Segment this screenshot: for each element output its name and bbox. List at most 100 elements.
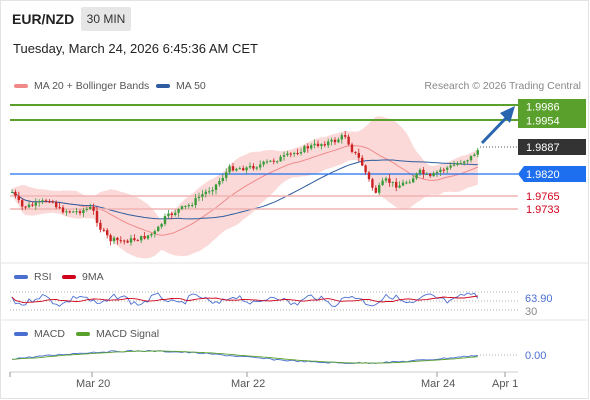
candle-body xyxy=(259,164,262,168)
candle-body xyxy=(194,198,197,206)
candle-body xyxy=(391,181,394,183)
legend-swatch xyxy=(14,275,28,279)
candle-body xyxy=(180,206,184,210)
candle-body xyxy=(378,185,381,193)
candle-body xyxy=(347,136,350,145)
candle-body xyxy=(459,163,462,165)
candle-body xyxy=(395,181,398,188)
level-label-2: 1.9954 xyxy=(518,113,586,128)
candle-body xyxy=(408,182,411,184)
candle-body xyxy=(269,160,272,162)
candle-body xyxy=(405,182,408,184)
candle-body xyxy=(476,150,479,155)
candle-body xyxy=(177,209,180,213)
candle-body xyxy=(225,172,228,178)
svg-text:1.9887: 1.9887 xyxy=(526,142,560,154)
candle-body xyxy=(388,178,391,183)
candle-body xyxy=(350,144,354,152)
candle-body xyxy=(109,235,112,242)
candle-body xyxy=(174,212,177,216)
candle-body xyxy=(129,238,133,243)
candle-body xyxy=(449,165,452,168)
x-tick-label: Mar 20 xyxy=(76,378,110,390)
svg-text:1.9986: 1.9986 xyxy=(526,102,560,114)
candle-body xyxy=(126,240,129,243)
rsi-level-label: 30 xyxy=(525,306,537,318)
legend-macd: MACD xyxy=(14,328,65,340)
candle-body xyxy=(265,161,269,163)
macd-value-label: 0.00 xyxy=(525,350,546,362)
candle-body xyxy=(51,201,54,203)
pivot-label: 1.9820 xyxy=(518,166,586,182)
candle-body xyxy=(146,235,150,239)
candle-body xyxy=(31,204,34,206)
rsi-value-label: 63.90 xyxy=(525,293,553,305)
legend-swatch xyxy=(14,84,28,88)
candle-body xyxy=(446,167,449,170)
candle-body xyxy=(361,157,364,166)
candle-body xyxy=(293,153,296,155)
candle-body xyxy=(27,204,31,208)
candle-body xyxy=(187,205,190,207)
legend-label: MACD xyxy=(34,328,65,340)
legend-label: MA 20 + Bollinger Bands xyxy=(34,80,150,92)
candle-body xyxy=(123,240,126,242)
candle-body xyxy=(58,207,61,209)
candle-body xyxy=(41,200,44,202)
support-label-2: 1.9733 xyxy=(526,204,560,216)
x-axis: Mar 20 Mar 22 Mar 24 Apr 1 xyxy=(9,372,518,390)
candle-body xyxy=(65,211,68,213)
candle-body xyxy=(133,238,136,241)
candle-body xyxy=(116,237,119,241)
candle-body xyxy=(235,168,238,171)
candle-body xyxy=(89,207,92,209)
bollinger-band xyxy=(12,116,478,259)
candle-body xyxy=(272,160,275,162)
candle-body xyxy=(442,169,445,171)
candle-body xyxy=(99,222,102,230)
candle-body xyxy=(44,200,48,202)
legend-rsi: RSI xyxy=(14,271,52,283)
legend-swatch xyxy=(62,275,76,279)
legend-swatch xyxy=(14,332,28,336)
candle-body xyxy=(303,146,306,153)
candle-body xyxy=(160,223,163,227)
candle-body xyxy=(17,195,20,201)
candle-body xyxy=(327,141,330,146)
candle-body xyxy=(296,153,299,155)
candle-body xyxy=(214,184,218,191)
candle-body xyxy=(320,144,323,146)
candle-body xyxy=(381,180,384,186)
candle-body xyxy=(286,153,289,156)
candle-body xyxy=(313,143,316,146)
candle-body xyxy=(68,211,71,213)
candle-body xyxy=(238,168,241,170)
candle-body xyxy=(208,191,211,193)
legend-label: MACD Signal xyxy=(96,328,160,340)
candle-body xyxy=(435,171,439,174)
candle-body xyxy=(38,201,41,203)
candle-body xyxy=(34,202,37,206)
x-tick-label: Apr 1 xyxy=(492,378,518,390)
legend-label: MA 50 xyxy=(176,80,206,92)
candlesticks xyxy=(10,130,479,246)
timeframe-button[interactable]: 30 MIN xyxy=(81,7,131,31)
candle-body xyxy=(316,143,320,146)
candle-body xyxy=(357,152,360,158)
candle-body xyxy=(255,167,258,169)
candle-body xyxy=(248,165,252,168)
candle-body xyxy=(143,236,146,239)
macd-line xyxy=(11,349,478,364)
candle-body xyxy=(92,207,95,211)
candle-body xyxy=(245,167,248,171)
candle-body xyxy=(204,191,207,195)
legend-label: RSI xyxy=(34,271,52,283)
rsi-9ma-line xyxy=(11,295,478,304)
trend-arrow-icon xyxy=(480,106,515,145)
candle-body xyxy=(374,187,377,193)
candle-body xyxy=(473,154,476,156)
candle-body xyxy=(337,139,340,143)
candle-body xyxy=(276,161,279,163)
candle-body xyxy=(282,155,286,157)
candle-body xyxy=(231,166,235,171)
